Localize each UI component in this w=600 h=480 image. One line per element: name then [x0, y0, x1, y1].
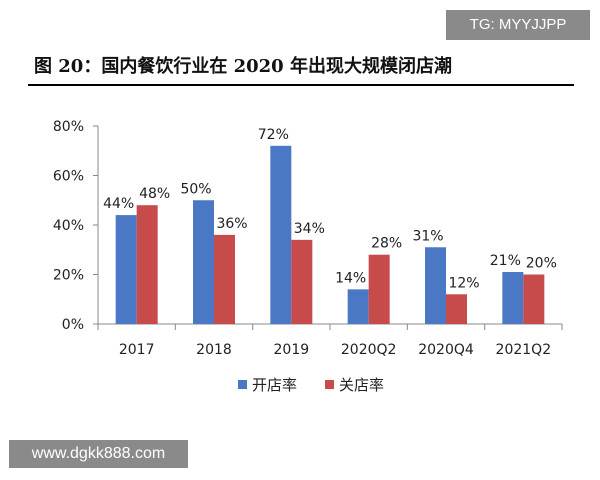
- bars: [115, 145, 545, 324]
- x-tick-label: 2017: [119, 342, 155, 358]
- legend-label: 关店率: [339, 376, 384, 394]
- legend: 开店率 关店率: [238, 376, 384, 394]
- bar-close-2018: [214, 234, 235, 324]
- data-labels: 44% 50% 72% 14% 31% 21% 48% 36% 34% 28% 12% 20%: [103, 127, 557, 291]
- bar-open-2017: [115, 215, 137, 324]
- x-tick-label: 2019: [274, 342, 310, 358]
- data-label: 14%: [335, 270, 366, 286]
- data-label: 20%: [526, 256, 557, 272]
- legend-swatch-close: [325, 380, 334, 389]
- bar-close-2020Q2: [368, 254, 390, 324]
- data-label: 28%: [371, 236, 402, 252]
- data-label: 12%: [448, 275, 479, 291]
- y-tick-label: 20%: [53, 268, 84, 284]
- x-tick-label: 2021Q2: [496, 342, 552, 358]
- y-axis: 0% 20% 40% 60% 80%: [53, 119, 99, 333]
- bar-open-2020Q4: [425, 247, 446, 324]
- bar-open-2020Q2: [347, 289, 369, 324]
- x-tick-label: 2020Q2: [341, 342, 397, 358]
- data-label: 72%: [258, 127, 289, 143]
- data-label: 50%: [180, 181, 211, 197]
- bar-close-2020Q4: [446, 294, 467, 324]
- bar-close-2021Q2: [523, 274, 545, 324]
- data-label: 48%: [139, 186, 170, 202]
- x-axis: 2017 2018 2019 2020Q2 2020Q4 2021Q2: [97, 323, 563, 358]
- x-tick-label: 2018: [196, 342, 232, 358]
- data-label: 34%: [294, 221, 325, 237]
- bar-open-2018: [193, 200, 214, 324]
- y-tick-label: 0%: [62, 317, 84, 333]
- figure-title: 图 20：国内餐饮行业在 2020 年出现大规模闭店潮: [34, 56, 452, 77]
- bar-close-2017: [136, 205, 158, 324]
- title-rule: [28, 84, 574, 86]
- watermark-top: TG: MYYJJPP: [446, 10, 590, 40]
- legend-label: 开店率: [252, 376, 297, 394]
- y-tick-label: 60%: [53, 169, 84, 185]
- y-tick-label: 40%: [53, 218, 84, 234]
- bar-open-2021Q2: [502, 272, 524, 324]
- data-label: 36%: [216, 216, 247, 232]
- bar-close-2019: [291, 239, 313, 324]
- bar-open-2019: [270, 145, 292, 324]
- x-tick-label: 2020Q4: [418, 342, 474, 358]
- data-label: 31%: [412, 228, 443, 244]
- data-label: 21%: [490, 253, 521, 269]
- watermark-bottom: www.dgkk888.com: [9, 440, 188, 468]
- y-tick-label: 80%: [53, 119, 84, 135]
- legend-swatch-open: [238, 380, 247, 389]
- data-label: 44%: [103, 196, 134, 212]
